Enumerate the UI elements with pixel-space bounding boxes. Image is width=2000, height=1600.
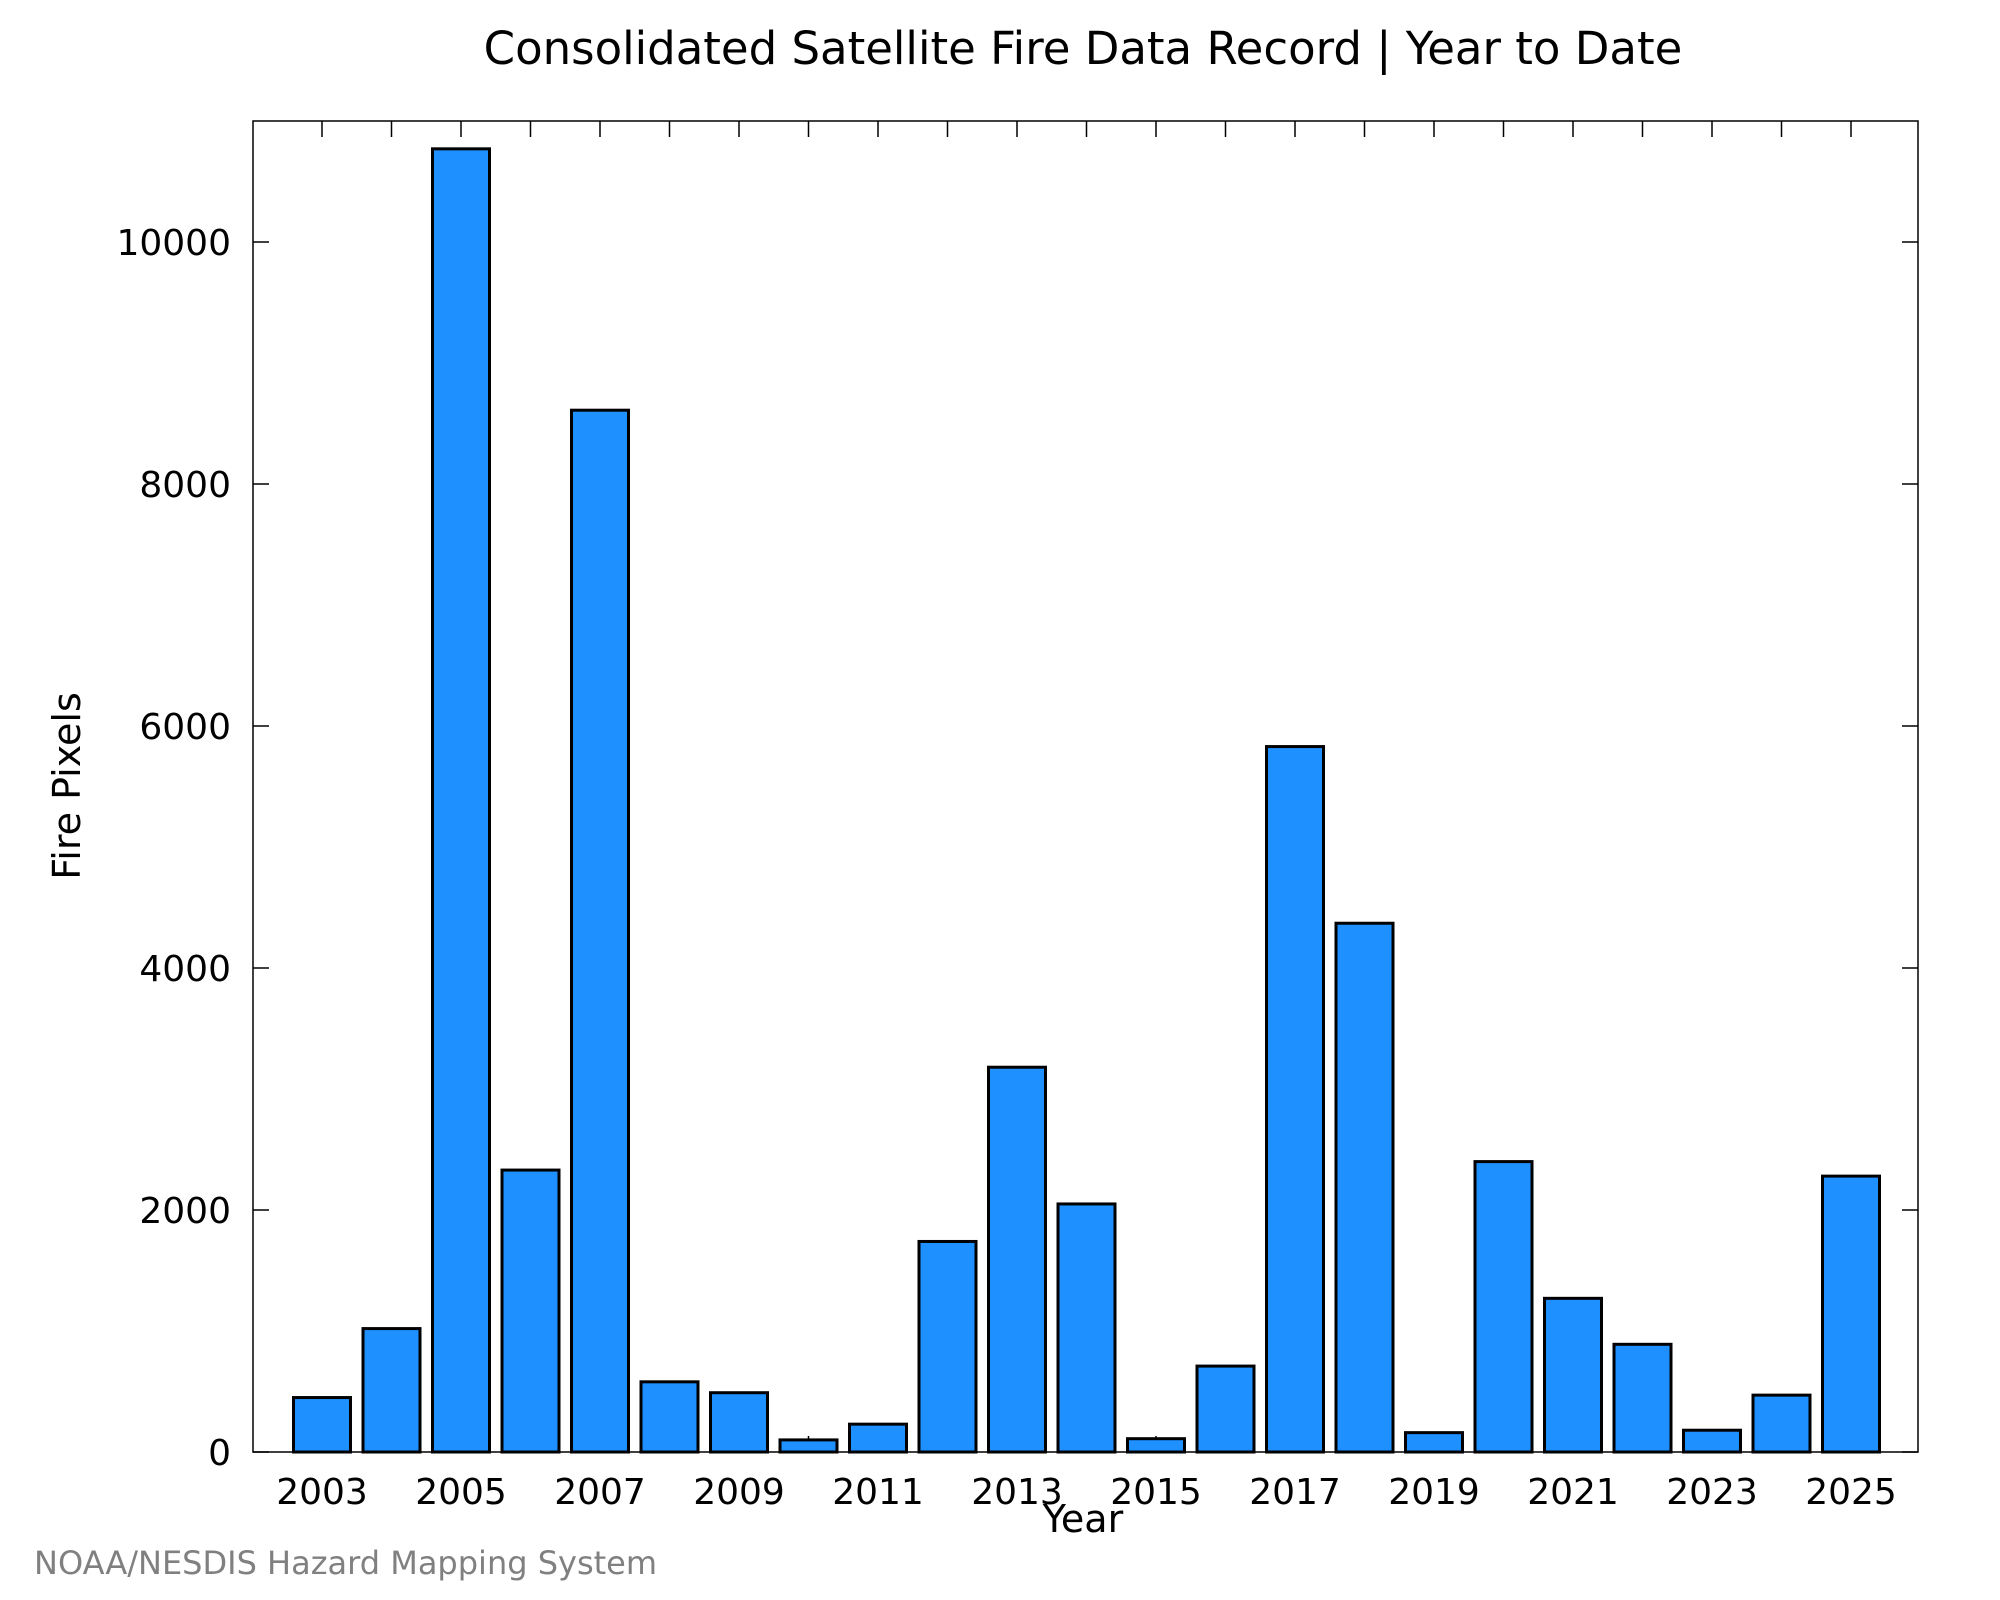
- bar-2011: [848, 1422, 908, 1454]
- x-axis-label: Year: [1042, 1497, 1124, 1541]
- bar-2020: [1473, 1160, 1534, 1454]
- x-tick-label: 2025: [1805, 1472, 1897, 1513]
- bar-2007: [570, 408, 630, 1454]
- bar-2009: [709, 1391, 769, 1454]
- bar-2024: [1751, 1393, 1812, 1454]
- y-tick-label: 6000: [139, 707, 231, 748]
- bar-2014: [1056, 1202, 1117, 1454]
- y-tick-label: 2000: [139, 1191, 231, 1232]
- x-tick-label: 2021: [1527, 1472, 1619, 1513]
- bar-2016: [1195, 1364, 1256, 1454]
- x-tick-label: 2007: [554, 1472, 646, 1513]
- bar-2017: [1265, 745, 1325, 1454]
- bar-2006: [500, 1168, 561, 1454]
- x-tick-label: 2009: [693, 1472, 785, 1513]
- bar-2018: [1334, 921, 1395, 1454]
- bar-2022: [1612, 1342, 1673, 1454]
- credit-text: NOAA/NESDIS Hazard Mapping System: [34, 1544, 657, 1582]
- x-tick-label: 2023: [1666, 1472, 1758, 1513]
- bars-group: [292, 147, 1881, 1454]
- x-tick-label: 2019: [1388, 1472, 1480, 1513]
- bar-2010: [778, 1438, 839, 1454]
- bar-2025: [1821, 1174, 1881, 1454]
- bar-2004: [361, 1327, 422, 1454]
- bar-2008: [639, 1380, 700, 1454]
- y-axis-label: Fire Pixels: [45, 692, 89, 880]
- y-tick-label: 10000: [116, 223, 231, 264]
- x-tick-label: 2011: [832, 1472, 924, 1513]
- chart-title: Consolidated Satellite Fire Data Record …: [484, 22, 1683, 75]
- x-tick-label: 2013: [971, 1472, 1063, 1513]
- bar-2021: [1543, 1296, 1603, 1454]
- y-tick-label: 4000: [139, 949, 231, 990]
- bar-2015: [1126, 1437, 1186, 1454]
- x-tick-label: 2015: [1110, 1472, 1202, 1513]
- bar-2005: [431, 147, 491, 1454]
- bar-2003: [292, 1396, 352, 1454]
- bar-2023: [1682, 1428, 1742, 1454]
- bar-2013: [987, 1065, 1047, 1454]
- x-axis-ticks: 2003 2005 2007 2009 2011 2013 2015 2017 2019 2021…: [276, 121, 1897, 1513]
- x-tick-label: 2017: [1249, 1472, 1341, 1513]
- y-tick-label: 0: [208, 1433, 231, 1474]
- bar-2012: [917, 1239, 978, 1454]
- x-tick-label: 2005: [415, 1472, 507, 1513]
- y-tick-label: 8000: [139, 465, 231, 506]
- x-tick-label: 2003: [276, 1472, 368, 1513]
- bar-2019: [1404, 1431, 1464, 1454]
- y-axis-ticks: 0 2000 4000 6000 8000 10000: [116, 223, 1918, 1474]
